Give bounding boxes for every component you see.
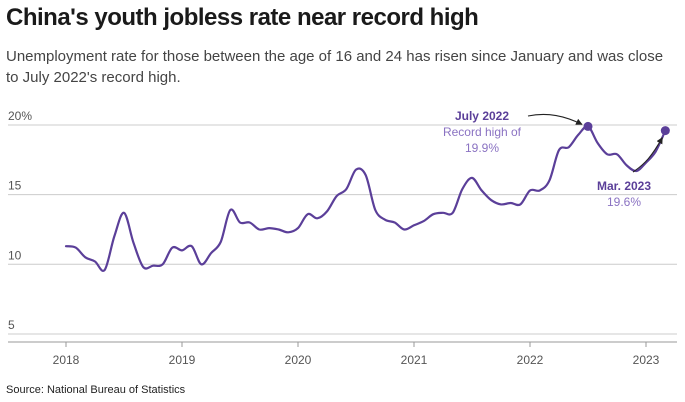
annotation-title: Mar. 2023 xyxy=(597,179,651,193)
annotation-point xyxy=(583,121,593,131)
y-axis-ticks: 20% 15 10 5 xyxy=(8,109,32,332)
y-tick-label: 15 xyxy=(8,179,22,193)
annotation-arrow xyxy=(632,136,663,173)
chart-title: China's youth jobless rate near record h… xyxy=(6,4,479,31)
annotation-text: 19.6% xyxy=(607,195,641,209)
annotation-title: July 2022 xyxy=(455,109,509,123)
annotation-point xyxy=(660,126,670,136)
x-axis-ticks: 2018 2019 2020 2021 2022 2023 xyxy=(53,341,660,367)
y-tick-label: 10 xyxy=(8,248,22,262)
y-tick-label: 20% xyxy=(8,109,32,123)
x-tick-label: 2019 xyxy=(169,353,196,367)
x-tick-label: 2021 xyxy=(401,353,428,367)
y-tick-label: 5 xyxy=(8,318,15,332)
chart-subtitle: Unemployment rate for those between the … xyxy=(6,48,664,86)
annotation-text: 19.9% xyxy=(465,141,499,155)
x-tick-label: 2020 xyxy=(285,353,312,367)
annotation-arrow xyxy=(527,113,583,125)
unemployment-rate-line xyxy=(64,125,667,272)
annotation-text: Record high of xyxy=(443,125,522,139)
x-tick-label: 2018 xyxy=(53,353,80,367)
x-tick-label: 2023 xyxy=(633,353,660,367)
x-tick-label: 2022 xyxy=(517,353,544,367)
annotations: July 2022 Record high of 19.9% Mar. 2023 19.… xyxy=(443,109,670,209)
gridlines xyxy=(8,124,677,343)
source-note: Source: National Bureau of Statistics xyxy=(6,384,186,396)
